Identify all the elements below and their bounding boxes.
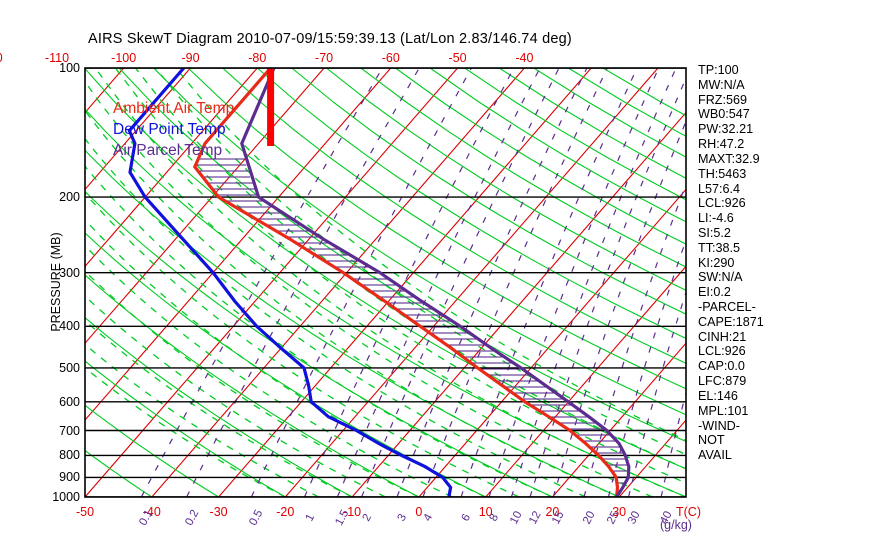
bottom-temp-tick: -50 <box>75 505 95 519</box>
bottom-temp-tick: 10 <box>478 505 493 519</box>
mixing-ratio-lines <box>140 68 686 497</box>
parameter-row: CAP:0.0 <box>698 359 745 374</box>
pressure-tick: 200 <box>59 190 80 205</box>
parameter-row: MPL:101 <box>698 403 749 418</box>
pressure-axis: 100 200 300 400 500 600 700 800 900 1000 <box>26 0 80 560</box>
parameter-row: TP:100 <box>698 63 739 77</box>
pressure-tick: 900 <box>59 470 80 485</box>
top-temp-tick: -60 <box>381 51 400 65</box>
dewpoint-temp-curve <box>127 68 453 497</box>
pressure-tick: 600 <box>59 394 80 409</box>
parameter-row: L57:6.4 <box>698 181 741 196</box>
plot-frame <box>84 67 687 498</box>
bottom-temp-tick: 30 <box>612 505 627 519</box>
parameter-row: LI:-4.6 <box>698 211 734 226</box>
ambient-temp-curve <box>192 68 620 497</box>
pressure-axis-title: PRESSURE (MB) <box>49 232 63 332</box>
pressure-tick: 400 <box>59 319 80 334</box>
parameter-row: NOT <box>698 433 725 448</box>
parameter-row: SW:N/A <box>698 270 743 285</box>
top-temp-tick: -80 <box>248 51 267 65</box>
top-temp-tick: -90 <box>181 51 200 65</box>
parameter-row: AVAIL <box>698 448 732 463</box>
pressure-tick: 1000 <box>52 490 80 504</box>
parameter-row: -PARCEL- <box>698 300 756 314</box>
parameter-row: LCL:926 <box>698 344 746 359</box>
bottom-temp-tick: -30 <box>209 505 228 519</box>
parameter-row: KI:290 <box>698 255 735 270</box>
bottom-temp-tick: -20 <box>276 505 295 519</box>
pressure-tick: 300 <box>59 265 80 280</box>
pressure-tick: 800 <box>59 448 80 463</box>
parameter-row: -WIND- <box>698 418 740 433</box>
top-temp-tick: -100 <box>111 51 137 65</box>
parameter-row: LCL:926 <box>698 196 746 211</box>
top-temp-tick: -70 <box>315 51 334 65</box>
page-title: AIRS SkewT Diagram 2010-07-09/15:59:39.1… <box>88 31 572 47</box>
legend-dew-point-temp: Dew Point Temp <box>113 121 226 138</box>
bottom-temp-tick: 20 <box>545 505 560 519</box>
ambient-top-segment <box>267 68 275 146</box>
parameter-row: EL:146 <box>698 388 738 403</box>
bottom-temp-tick: -40 <box>142 505 161 519</box>
mixing-ratio-unit-label: (g/kg) <box>660 518 692 532</box>
parameter-row: MAXT:32.9 <box>698 151 760 166</box>
parameter-row: FRZ:569 <box>698 92 747 107</box>
parameter-row: PW:32.21 <box>698 122 754 137</box>
parameter-row: LFC:879 <box>698 374 747 389</box>
pressure-tick: 100 <box>59 61 80 75</box>
legend-air-parcel-temp: Air Parcel Temp <box>113 142 223 159</box>
parameter-row: CAPE:1871 <box>698 314 764 329</box>
parameter-row: MW:N/A <box>698 77 745 92</box>
bottom-temp-tick: 0 <box>415 505 423 519</box>
sounding-parameters-panel: TP:100 MW:N/A FRZ:569 WB0:547 PW:32.21 RH:47.… <box>698 63 866 463</box>
parameter-row: TT:38.5 <box>698 240 740 255</box>
isotherm-lines <box>85 68 686 497</box>
parameter-row: RH:47.2 <box>698 137 745 152</box>
parameter-row: EI:0.2 <box>698 285 731 300</box>
parameter-row: TH:5463 <box>698 166 747 181</box>
top-temp-tick: -110 <box>44 51 70 65</box>
parameter-row: CINH:21 <box>698 329 747 344</box>
parameter-row: SI:5.2 <box>698 225 731 240</box>
pressure-tick: 500 <box>59 360 80 375</box>
top-temp-tick: -120 <box>0 51 3 65</box>
top-temp-tick: -50 <box>448 51 467 65</box>
top-temp-tick: -40 <box>515 51 534 65</box>
isobar-lines <box>85 68 686 497</box>
legend-ambient-air-temp: Ambient Air Temp <box>113 100 235 117</box>
bottom-temp-tick: -10 <box>343 505 362 519</box>
pressure-tick: 700 <box>59 423 80 438</box>
parameter-row: WB0:547 <box>698 107 750 122</box>
temperature-unit-label: T(C) <box>676 505 701 519</box>
parcel-temp-curve <box>240 68 631 497</box>
